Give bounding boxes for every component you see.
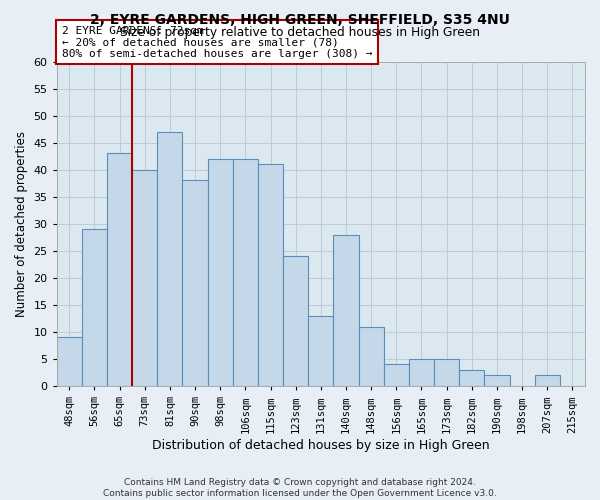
Bar	[359, 326, 384, 386]
Bar	[384, 364, 409, 386]
Bar	[132, 170, 157, 386]
Bar	[57, 338, 82, 386]
Bar	[182, 180, 208, 386]
Bar	[82, 229, 107, 386]
Bar	[233, 159, 258, 386]
Text: Contains HM Land Registry data © Crown copyright and database right 2024.
Contai: Contains HM Land Registry data © Crown c…	[103, 478, 497, 498]
Bar	[434, 359, 459, 386]
Bar	[283, 256, 308, 386]
Bar	[459, 370, 484, 386]
X-axis label: Distribution of detached houses by size in High Green: Distribution of detached houses by size …	[152, 440, 490, 452]
Text: 2 EYRE GARDENS: 72sqm
← 20% of detached houses are smaller (78)
80% of semi-deta: 2 EYRE GARDENS: 72sqm ← 20% of detached …	[62, 26, 372, 59]
Bar	[157, 132, 182, 386]
Bar	[258, 164, 283, 386]
Y-axis label: Number of detached properties: Number of detached properties	[15, 131, 28, 317]
Bar	[409, 359, 434, 386]
Text: 2, EYRE GARDENS, HIGH GREEN, SHEFFIELD, S35 4NU: 2, EYRE GARDENS, HIGH GREEN, SHEFFIELD, …	[90, 12, 510, 26]
Bar	[308, 316, 334, 386]
Bar	[484, 375, 509, 386]
Bar	[535, 375, 560, 386]
Bar	[107, 154, 132, 386]
Text: Size of property relative to detached houses in High Green: Size of property relative to detached ho…	[120, 26, 480, 39]
Bar	[334, 234, 359, 386]
Bar	[208, 159, 233, 386]
